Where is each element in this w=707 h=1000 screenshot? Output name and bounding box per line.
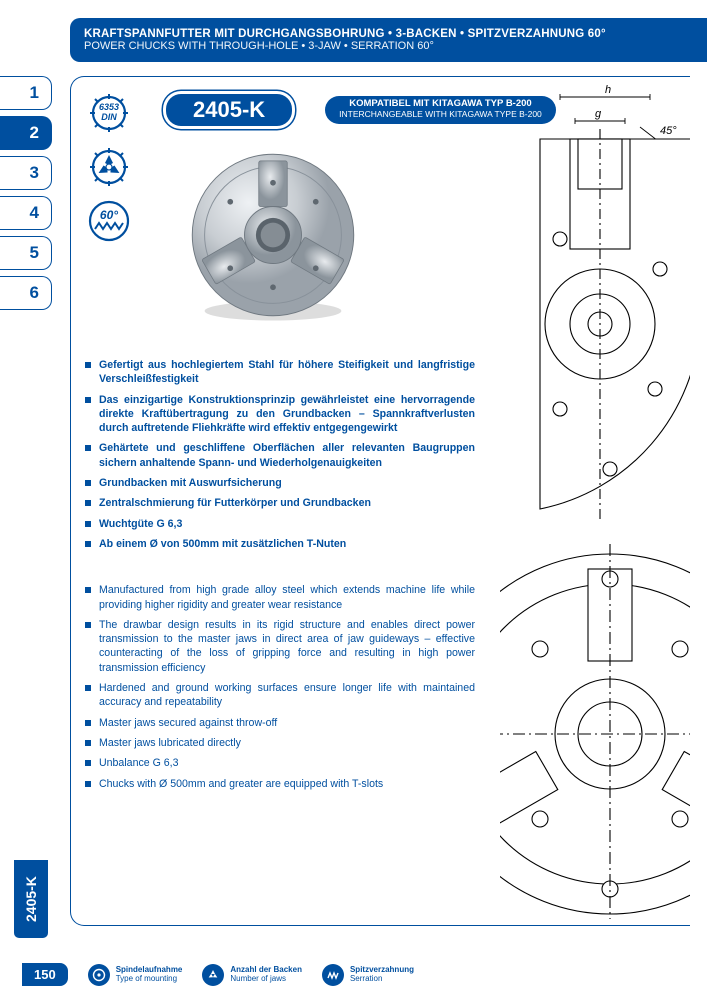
- feature-list-en: Manufactured from high grade alloy steel…: [85, 580, 475, 794]
- serration-icon: [322, 964, 344, 986]
- three-jaw-badge-icon: [87, 145, 131, 189]
- list-item: Hardened and ground working surfaces ens…: [85, 678, 475, 713]
- list-item: Wuchtgüte G 6,3: [85, 514, 475, 534]
- technical-drawing: h g 45°: [500, 79, 690, 919]
- section-tab-4[interactable]: 4: [0, 196, 52, 230]
- din-badge-icon: 6353 DIN: [87, 91, 131, 135]
- page-footer: 150 SpindelaufnahmeType of mounting Anza…: [0, 963, 707, 986]
- header-de: KRAFTSPANNFUTTER MIT DURCHGANGSBOHRUNG •…: [84, 28, 693, 40]
- footer-serration-label: SpitzverzahnungSerration: [350, 966, 414, 984]
- list-item: Master jaws secured against throw-off: [85, 713, 475, 733]
- svg-text:6353: 6353: [99, 102, 119, 112]
- svg-text:g: g: [595, 108, 602, 120]
- list-item: Chucks with Ø 500mm and greater are equi…: [85, 774, 475, 794]
- title-and-photo: 2405-K KOMPATIBEL MIT KITAGAWA TYP B-200…: [143, 91, 556, 335]
- list-item: Ab einem Ø von 500mm mit zusätzlichen T-…: [85, 534, 475, 554]
- section-tab-2[interactable]: 2: [0, 116, 52, 150]
- badge-column: 6353 DIN: [85, 91, 133, 243]
- svg-text:h: h: [605, 84, 611, 96]
- model-number-pill: 2405-K: [163, 91, 295, 129]
- list-item: Gefertigt aus hochlegiertem Stahl für hö…: [85, 355, 475, 390]
- section-tab-3[interactable]: 3: [0, 156, 52, 190]
- svg-text:DIN: DIN: [101, 112, 117, 122]
- list-item: Master jaws lubricated directly: [85, 733, 475, 753]
- jaws-icon: [202, 964, 224, 986]
- svg-text:60°: 60°: [100, 208, 118, 222]
- svg-text:45°: 45°: [660, 125, 677, 137]
- list-item: Zentralschmierung für Futterkörper und G…: [85, 493, 475, 513]
- section-tab-1[interactable]: 1: [0, 76, 52, 110]
- footer-mounting: SpindelaufnahmeType of mounting: [88, 964, 183, 986]
- product-photo: [173, 135, 373, 335]
- feature-list-de: Gefertigt aus hochlegiertem Stahl für hö…: [85, 355, 475, 554]
- header-en: POWER CHUCKS WITH THROUGH-HOLE • 3-JAW •…: [84, 40, 693, 52]
- list-item: Grundbacken mit Auswurfsicherung: [85, 473, 475, 493]
- vertical-model-label: 2405-K: [14, 860, 48, 938]
- footer-jaws: Anzahl der BackenNumber of jaws: [202, 964, 302, 986]
- list-item: The drawbar design results in its rigid …: [85, 615, 475, 678]
- list-item: Das einzigartige Konstruktionsprinzip ge…: [85, 390, 475, 439]
- main-panel: 6353 DIN: [70, 76, 690, 926]
- page-header: KRAFTSPANNFUTTER MIT DURCHGANGSBOHRUNG •…: [70, 18, 707, 62]
- footer-jaws-label: Anzahl der BackenNumber of jaws: [230, 966, 302, 984]
- list-item: Manufactured from high grade alloy steel…: [85, 580, 475, 615]
- page-number: 150: [22, 963, 68, 986]
- section-tab-6[interactable]: 6: [0, 276, 52, 310]
- mounting-icon: [88, 964, 110, 986]
- serration-badge-icon: 60°: [87, 199, 131, 243]
- footer-serration: SpitzverzahnungSerration: [322, 964, 414, 986]
- list-item: Gehärtete und geschliffene Oberflächen a…: [85, 438, 475, 473]
- section-tabs: 1 2 3 4 5 6: [0, 76, 52, 310]
- section-tab-5[interactable]: 5: [0, 236, 52, 270]
- footer-mounting-label: SpindelaufnahmeType of mounting: [116, 966, 183, 984]
- list-item: Unbalance G 6,3: [85, 753, 475, 773]
